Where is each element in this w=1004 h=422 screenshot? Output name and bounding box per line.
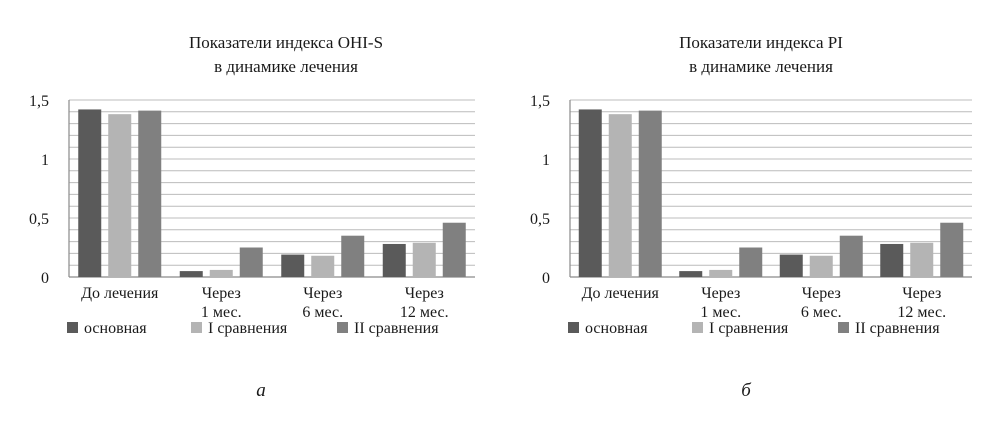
bar-2 bbox=[108, 114, 132, 277]
bar-3 bbox=[239, 247, 263, 277]
x-category-label: Через bbox=[303, 285, 342, 302]
legend-label: I сравнения bbox=[208, 320, 288, 337]
x-category-label: Через bbox=[701, 285, 740, 302]
x-category-label: До лечения bbox=[81, 285, 159, 302]
x-category-label: До лечения bbox=[582, 285, 660, 302]
bar-1 bbox=[179, 271, 203, 277]
x-category-label: 6 мес. bbox=[302, 304, 343, 321]
chart-title-line: Показатели индекса PI bbox=[679, 33, 843, 52]
bar-1 bbox=[880, 243, 904, 277]
y-tick-label: 1,5 bbox=[29, 93, 49, 110]
x-category-label: Через bbox=[902, 285, 941, 302]
legend-swatch-1 bbox=[568, 322, 579, 333]
x-category-label: Через bbox=[405, 285, 444, 302]
bar-2 bbox=[412, 242, 436, 277]
x-category-label: Через bbox=[802, 285, 841, 302]
bar-2 bbox=[709, 269, 733, 277]
bar-2 bbox=[311, 255, 335, 277]
chart-a-svg: Показатели индекса OHI-S в динамике лечен… bbox=[29, 33, 475, 401]
chart-b-svg: Показатели индекса PI в динамике лечения 0… bbox=[530, 33, 972, 401]
bar-1 bbox=[578, 109, 602, 277]
x-category-label: 1 мес. bbox=[700, 304, 741, 321]
y-tick-label: 1 bbox=[542, 152, 550, 169]
bar-3 bbox=[839, 235, 863, 277]
x-category-label: 12 мес. bbox=[897, 304, 946, 321]
bar-3 bbox=[341, 235, 365, 277]
bar-1 bbox=[779, 254, 803, 277]
bar-2 bbox=[809, 255, 833, 277]
x-category-label: Через bbox=[202, 285, 241, 302]
bar-3 bbox=[940, 222, 964, 277]
chart-title-line: Показатели индекса OHI-S bbox=[189, 33, 383, 52]
legend-label: основная bbox=[84, 320, 147, 337]
bar-2 bbox=[209, 269, 233, 277]
legend-swatch-1 bbox=[67, 322, 78, 333]
chart-title-line: в динамике лечения bbox=[214, 57, 358, 76]
legend-label: II сравнения bbox=[855, 320, 940, 337]
y-tick-label: 1,5 bbox=[530, 93, 550, 110]
chart-panel-b: Показатели индекса PI в динамике лечения 0… bbox=[502, 0, 1004, 422]
bar-1 bbox=[382, 243, 406, 277]
x-category-label: 1 мес. bbox=[201, 304, 242, 321]
legend-swatch-2 bbox=[191, 322, 202, 333]
y-tick-label: 0 bbox=[542, 270, 550, 287]
bar-2 bbox=[910, 242, 934, 277]
chart-panel-a: Показатели индекса OHI-S в динамике лечен… bbox=[29, 33, 475, 401]
bar-1 bbox=[78, 109, 102, 277]
chart-title-line: в динамике лечения bbox=[689, 57, 833, 76]
bar-3 bbox=[638, 110, 662, 278]
y-tick-label: 0,5 bbox=[530, 211, 550, 228]
legend-label: II сравнения bbox=[354, 320, 439, 337]
legend-swatch-3 bbox=[337, 322, 348, 333]
bar-3 bbox=[739, 247, 763, 277]
panel-label: б bbox=[741, 380, 752, 401]
bar-3 bbox=[138, 110, 162, 278]
x-category-label: 6 мес. bbox=[801, 304, 842, 321]
legend-label: основная bbox=[585, 320, 648, 337]
bar-2 bbox=[608, 114, 632, 277]
legend-label: I сравнения bbox=[709, 320, 789, 337]
bar-1 bbox=[679, 271, 703, 277]
y-tick-label: 1 bbox=[41, 152, 49, 169]
legend-swatch-2 bbox=[692, 322, 703, 333]
bar-1 bbox=[281, 254, 305, 277]
panel-label: а bbox=[256, 380, 266, 401]
x-category-label: 12 мес. bbox=[400, 304, 449, 321]
y-tick-label: 0 bbox=[41, 270, 49, 287]
legend-swatch-3 bbox=[838, 322, 849, 333]
bar-3 bbox=[442, 222, 466, 277]
y-tick-label: 0,5 bbox=[29, 211, 49, 228]
